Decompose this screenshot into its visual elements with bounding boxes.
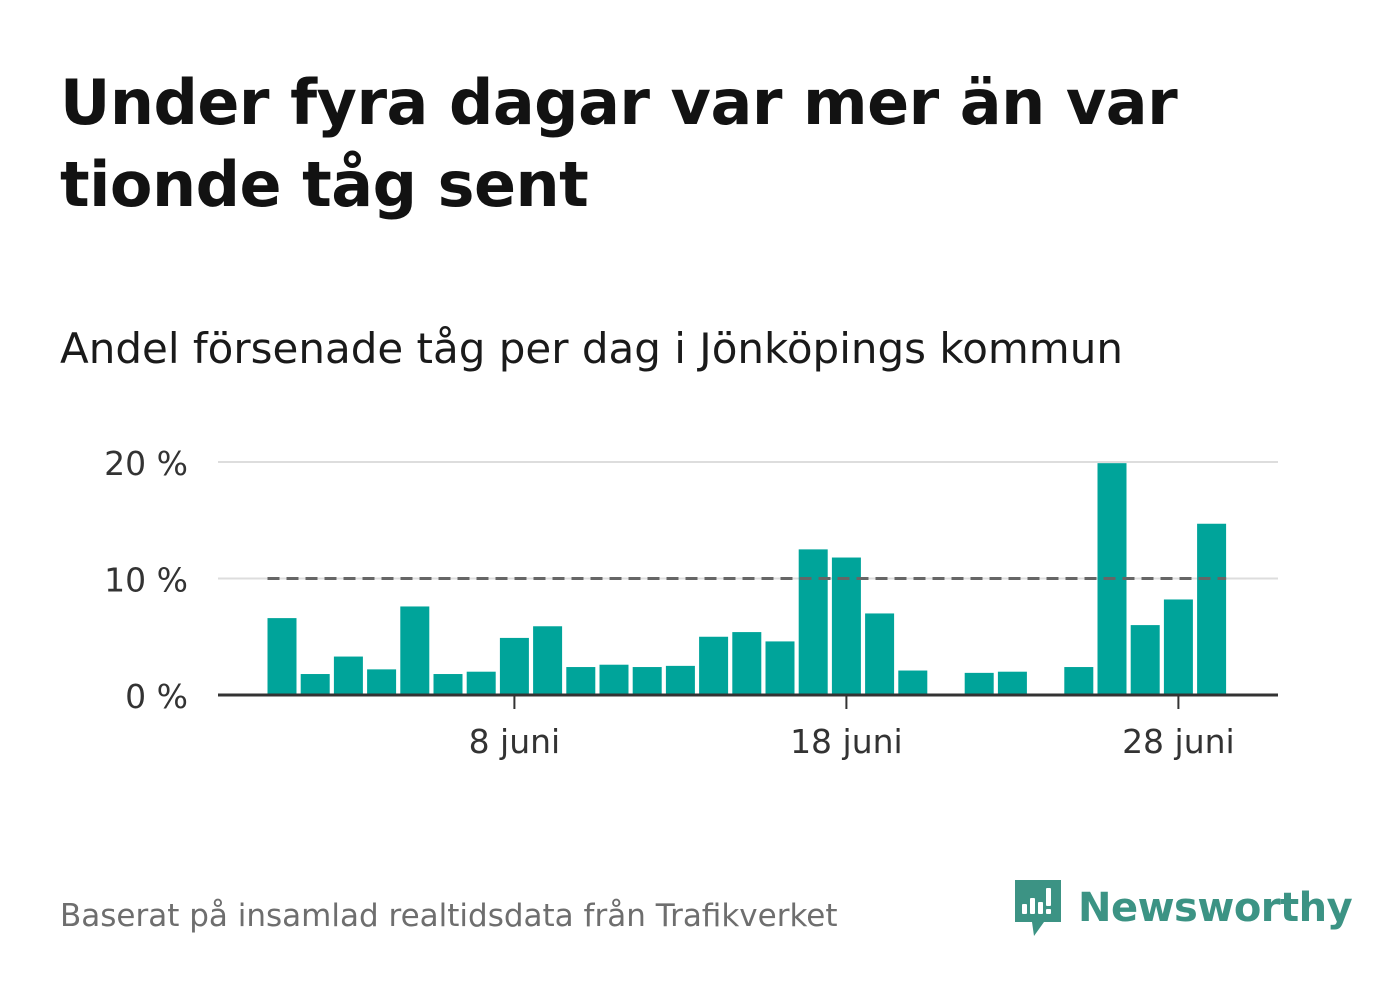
bar: [566, 667, 596, 695]
bar: [798, 549, 828, 695]
y-tick-label: 10 %: [104, 561, 188, 600]
bar: [300, 674, 330, 695]
bars: [267, 463, 1227, 695]
bar: [699, 636, 729, 695]
bar: [1130, 625, 1160, 695]
bar: [831, 557, 861, 695]
newsworthy-logo-icon: [1015, 880, 1061, 936]
bar: [466, 671, 496, 695]
bar: [1197, 523, 1227, 695]
bar: [267, 618, 297, 695]
chart-title: Under fyra dagar var mer än var tionde t…: [60, 66, 1178, 221]
bar: [499, 637, 529, 695]
x-tick-label: 18 juni: [790, 722, 903, 761]
y-tick-label: 20 %: [104, 444, 188, 483]
x-tick-label: 28 juni: [1122, 722, 1235, 761]
bar: [632, 667, 662, 695]
x-tick-label: 8 juni: [469, 722, 561, 761]
bar: [665, 665, 695, 695]
bar: [333, 656, 363, 695]
bar: [1163, 599, 1193, 695]
bar: [765, 641, 795, 695]
y-tick-label: 0 %: [125, 677, 188, 716]
brand-logo: Newsworthy: [1012, 878, 1353, 938]
bar-chart: 0 % 10 % 20 % 8 juni 18 juni 28 juni: [104, 444, 1278, 761]
bar: [599, 664, 629, 695]
bar: [400, 606, 430, 695]
bar: [865, 613, 895, 695]
chart-subtitle: Andel försenade tåg per dag i Jönköpings…: [60, 324, 1123, 373]
bar: [367, 669, 397, 695]
source-note: Baserat på insamlad realtidsdata från Tr…: [60, 898, 838, 934]
bar: [1064, 667, 1094, 695]
axes: 0 % 10 % 20 % 8 juni 18 juni 28 juni: [104, 444, 1278, 761]
bar: [997, 671, 1027, 695]
bar: [898, 670, 928, 695]
bar: [533, 626, 563, 695]
bar: [964, 672, 994, 695]
bar: [732, 632, 762, 695]
bar: [433, 674, 463, 695]
brand-name: Newsworthy: [1078, 885, 1353, 931]
